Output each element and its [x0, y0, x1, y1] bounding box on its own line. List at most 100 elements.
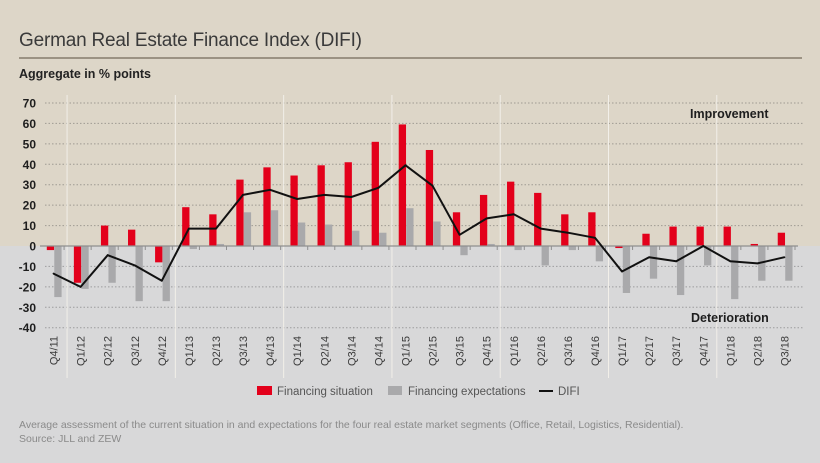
bar-financing-expectations — [676, 246, 685, 296]
x-tick-label: Q1/15 — [401, 336, 413, 366]
difi-point — [160, 279, 163, 282]
x-tick-label: Q2/12 — [103, 336, 115, 366]
y-tick-label: -40 — [19, 321, 37, 335]
bar-financing-expectations — [108, 246, 116, 283]
difi-point — [485, 217, 488, 220]
x-tick-label: Q3/13 — [238, 336, 250, 366]
difi-point — [296, 198, 299, 200]
bar-financing-situation — [371, 141, 379, 246]
difi-point — [783, 256, 786, 259]
difi-point — [106, 254, 109, 257]
bar-financing-situation — [696, 226, 704, 246]
x-tick-label: Q2/16 — [536, 336, 548, 366]
difi-point — [323, 194, 326, 196]
x-axis: Q4/11 Q1/12 Q2/12 Q3/12 Q4/12 Q1/13 Q2/13 Q3/13… — [49, 336, 792, 366]
grid-lines — [45, 102, 803, 329]
bar-financing-expectations — [81, 246, 89, 289]
x-tick-label: Q2/18 — [752, 336, 764, 366]
y-tick-label: 20 — [23, 199, 37, 213]
bar-financing-situation — [561, 214, 569, 246]
bar-financing-expectations — [270, 210, 279, 246]
difi-point — [648, 256, 651, 259]
bar-financing-expectations — [352, 230, 360, 246]
bar-financing-expectations — [649, 246, 658, 279]
legend-swatch-financing-situation — [257, 386, 272, 395]
difi-point — [594, 236, 596, 239]
bar-financing-expectations — [54, 246, 62, 298]
bar-financing-expectations — [487, 243, 495, 246]
bar-financing-situation — [182, 207, 190, 246]
improvement-annotation: Improvement — [690, 107, 769, 121]
y-tick-label: 40 — [23, 158, 37, 172]
y-tick-label: 60 — [23, 117, 37, 131]
bar-financing-situation — [128, 229, 136, 246]
difi-point — [539, 227, 542, 230]
difi-point — [79, 285, 82, 288]
bar-financing-expectations — [406, 208, 414, 246]
difi-point — [377, 186, 380, 189]
y-tick-label: -20 — [19, 280, 37, 294]
zero-axis — [40, 245, 798, 250]
footnote-description: Average assessment of the current situat… — [19, 419, 684, 431]
x-tick-label: Q4/16 — [590, 336, 602, 366]
x-tick-label: Q3/17 — [671, 336, 683, 366]
x-tick-label: Q3/16 — [563, 336, 575, 366]
bar-financing-expectations — [595, 246, 604, 262]
bar-financing-situation — [534, 192, 542, 246]
x-tick-label: Q4/13 — [265, 336, 277, 366]
y-tick-label: 70 — [23, 97, 37, 111]
x-tick-label: Q1/13 — [184, 336, 196, 366]
difi-point — [52, 272, 55, 275]
bar-financing-expectations — [433, 221, 441, 246]
bar-financing-situation — [236, 179, 244, 246]
y-tick-label: -10 — [19, 260, 37, 274]
x-tick-label: Q2/15 — [428, 336, 440, 366]
x-tick-label: Q1/12 — [76, 336, 88, 366]
difi-point — [269, 188, 272, 191]
bar-financing-expectations — [216, 243, 225, 246]
bar-financing-situation — [425, 149, 434, 246]
legend-label-financing-expectations: Financing expectations — [408, 386, 526, 398]
bar-financing-expectations — [785, 246, 793, 281]
difi-point — [756, 262, 759, 265]
difi-point — [242, 194, 244, 196]
bar-financing-expectations — [189, 246, 197, 250]
footnote: Average assessment of the current situat… — [19, 418, 683, 446]
x-tick-label: Q2/13 — [211, 336, 223, 366]
bar-financing-situation — [723, 226, 731, 246]
difi-point — [512, 213, 515, 216]
x-tick-label: Q1/14 — [292, 336, 304, 366]
bar-financing-expectations — [379, 232, 387, 246]
difi-point — [729, 260, 732, 263]
x-tick-label: Q3/12 — [130, 336, 142, 366]
x-tick-label: Q1/18 — [725, 336, 737, 366]
x-tick-label: Q2/14 — [319, 336, 331, 366]
x-tick-label: Q3/14 — [346, 336, 358, 366]
difi-point — [702, 245, 705, 247]
bar-financing-situation — [615, 246, 623, 249]
difi-line-group — [52, 164, 786, 288]
y-tick-label: 50 — [23, 137, 37, 151]
bar-financing-situation — [317, 165, 325, 246]
difi-point — [566, 231, 569, 234]
x-tick-label: Q4/17 — [698, 336, 710, 366]
x-tick-label: Q4/15 — [482, 336, 494, 366]
y-tick-label: 30 — [23, 178, 37, 192]
bar-financing-expectations — [243, 212, 252, 246]
deterioration-annotation: Deterioration — [691, 311, 769, 325]
y-tick-label: 0 — [29, 240, 36, 254]
difi-point — [458, 233, 461, 236]
x-tick-label: Q1/17 — [617, 336, 629, 366]
bar-financing-situation — [777, 232, 786, 246]
bar-financing-situation — [100, 225, 109, 246]
bar-financing-situation — [344, 162, 352, 246]
bar-financing-expectations — [325, 224, 333, 246]
x-tick-label: Q1/16 — [509, 336, 521, 366]
difi-point — [621, 270, 623, 273]
bar-financing-situation — [290, 175, 298, 246]
difi-point — [675, 260, 678, 263]
y-axis-title: Aggregate in % points — [19, 67, 151, 81]
bar-financing-expectations — [514, 246, 522, 251]
title-divider — [19, 57, 802, 59]
